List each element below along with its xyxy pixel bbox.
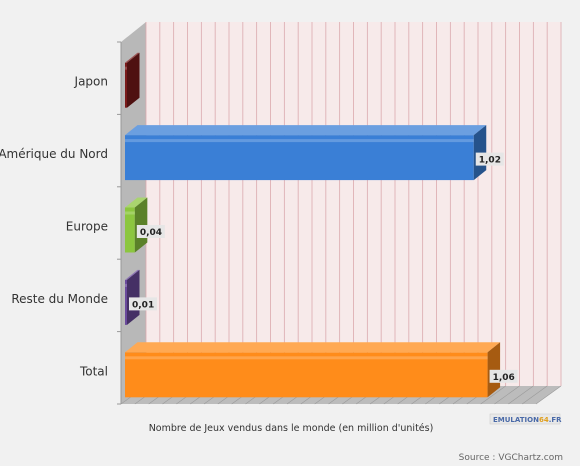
value-label: 0,01 — [129, 297, 157, 311]
category-ticks — [117, 41, 121, 405]
value-label-text: 1,06 — [493, 373, 515, 383]
bar-end — [127, 52, 140, 108]
floor-grid-line — [535, 385, 562, 405]
bar-front — [125, 207, 135, 253]
bar-front — [125, 135, 474, 181]
bar-top — [125, 269, 140, 280]
floor-grid-line — [480, 385, 506, 405]
value-label: 0,04 — [136, 225, 165, 238]
category-label: Reste du Monde — [11, 292, 108, 306]
grid-lines — [145, 22, 562, 386]
floor-grid-line — [494, 385, 520, 405]
bar — [125, 125, 487, 181]
value-label-bg — [129, 297, 157, 311]
floor-grid-line — [508, 385, 534, 405]
category-label: Japon — [74, 75, 108, 89]
value-label-text: 1,02 — [479, 156, 501, 166]
bar-front — [125, 352, 488, 398]
bars — [125, 52, 501, 398]
bar — [125, 52, 140, 108]
value-labels: 1,02 0,04 0,01 1,06 — [129, 152, 518, 383]
value-label: 1,02 — [475, 152, 504, 166]
emulation64-logo: EMULATION64.FR — [489, 413, 562, 425]
bar-top — [125, 125, 487, 136]
value-label-bg — [475, 152, 504, 166]
value-label-bg — [489, 369, 518, 383]
value-label-text: 0,04 — [140, 228, 162, 238]
bar-highlight — [125, 66, 127, 70]
bar-top — [125, 342, 501, 353]
bar-top — [125, 197, 148, 208]
value-label-text: 0,01 — [132, 300, 154, 310]
bar-top — [125, 52, 140, 63]
source-text: Source : VGChartz.com — [459, 453, 563, 463]
category-label: Europe — [66, 220, 108, 234]
category-label: Amérique du Nord — [0, 147, 108, 161]
x-axis-title: Nombre de Jeux vendus dans le monde (en … — [149, 423, 434, 434]
bar-front — [125, 62, 127, 108]
bar-highlight — [125, 283, 127, 287]
floor-grid-line — [521, 385, 548, 405]
bar-front — [125, 279, 127, 325]
bar-highlight — [125, 356, 488, 360]
bar-highlight — [125, 139, 474, 143]
svg-text:EMULATION64.FR: EMULATION64.FR — [493, 416, 562, 424]
bar-highlight — [125, 211, 135, 215]
value-label: 1,06 — [489, 369, 518, 383]
value-label-bg — [136, 225, 165, 238]
bar — [125, 342, 501, 398]
category-label: Total — [79, 364, 108, 378]
category-labels: Japon Amérique du Nord Europe Reste du Mond… — [0, 75, 108, 379]
